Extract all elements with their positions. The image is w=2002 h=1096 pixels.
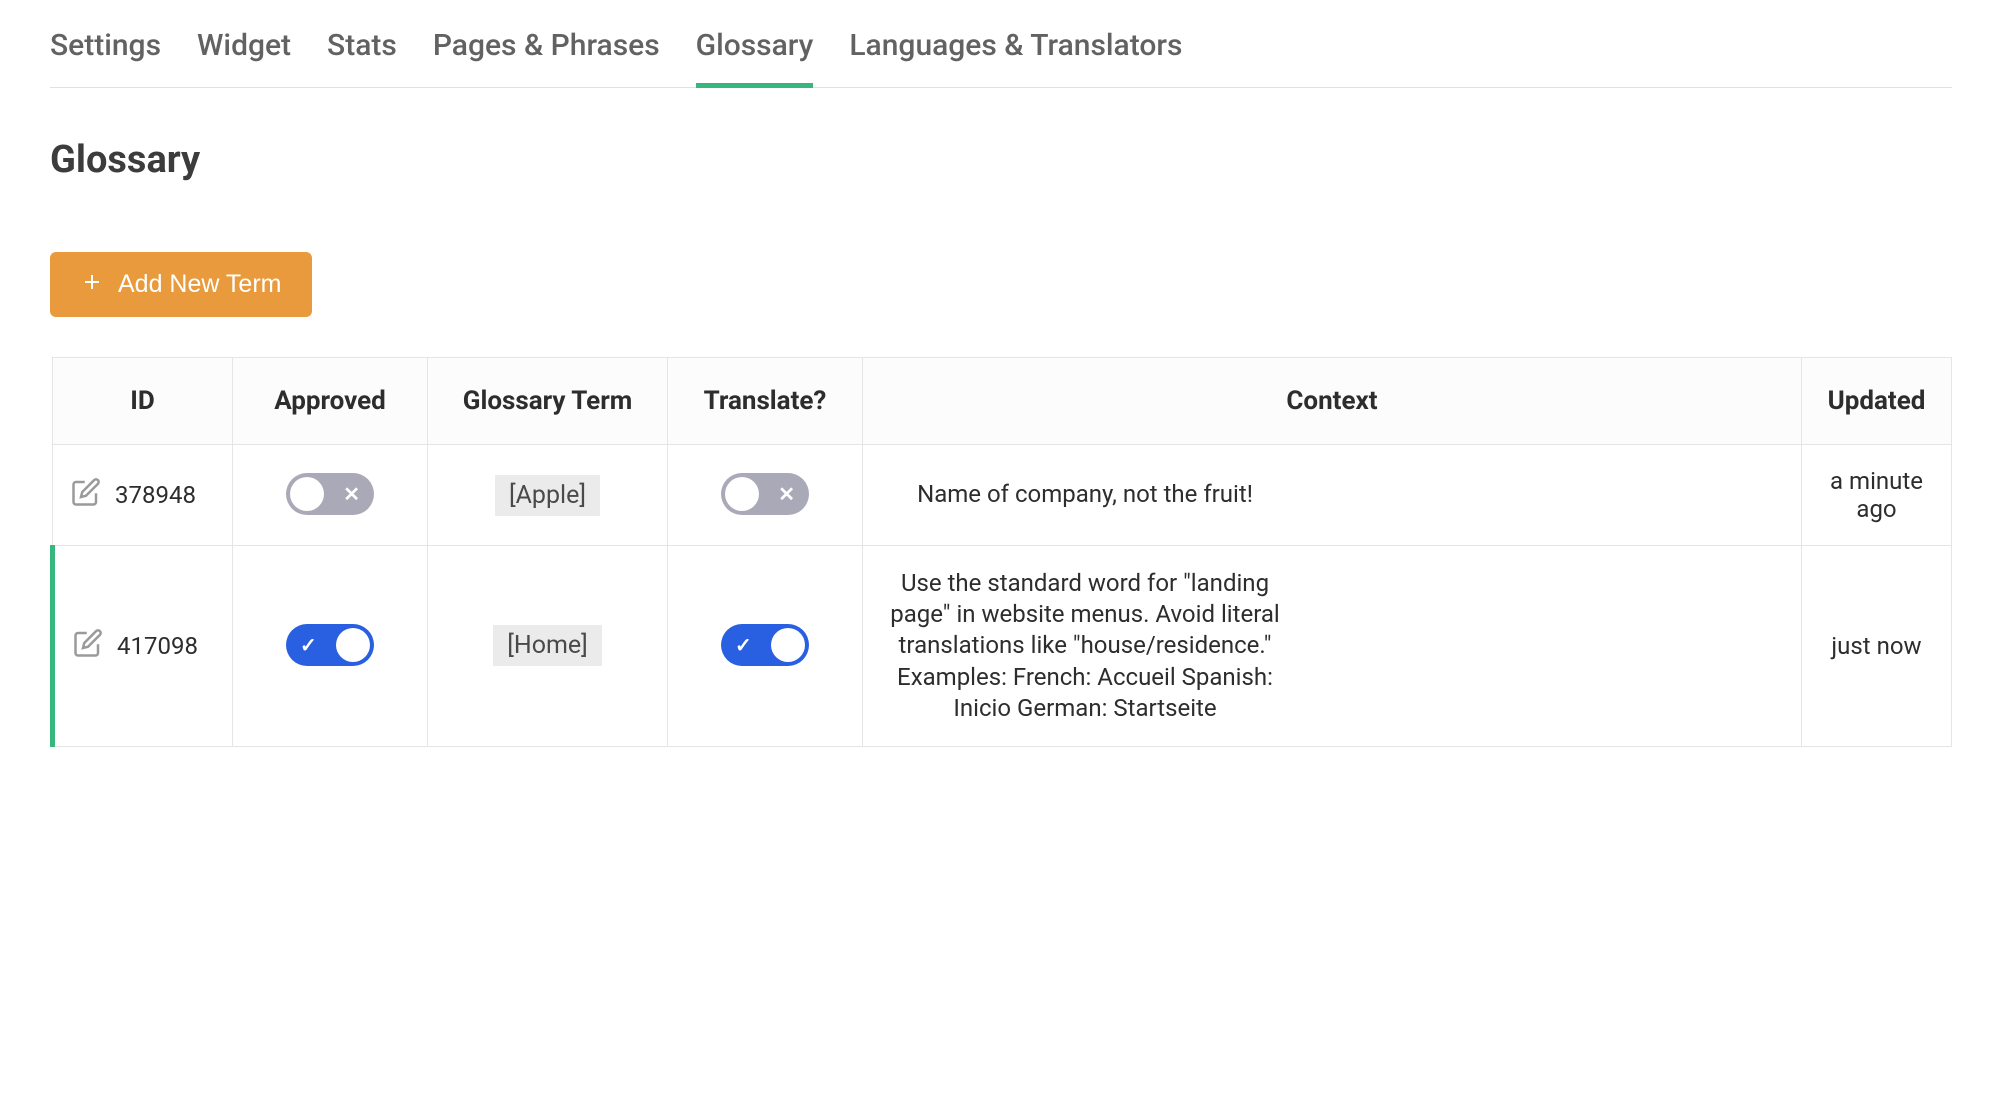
glossary-term: [Home] — [493, 625, 602, 666]
edit-icon[interactable] — [73, 628, 103, 664]
x-icon: ✕ — [343, 482, 360, 506]
check-icon: ✓ — [735, 633, 752, 657]
add-button-label: Add New Term — [118, 270, 282, 299]
x-icon: ✕ — [778, 482, 795, 506]
tabs-nav: Settings Widget Stats Pages & Phrases Glossa… — [50, 20, 1952, 88]
column-header-translate: Translate? — [668, 358, 863, 445]
plus-icon — [80, 270, 104, 299]
tab-pages-phrases[interactable]: Pages & Phrases — [433, 20, 660, 87]
translate-toggle[interactable]: ✕ — [721, 473, 809, 515]
edit-icon[interactable] — [71, 477, 101, 513]
tab-glossary[interactable]: Glossary — [696, 20, 814, 87]
column-header-id: ID — [53, 358, 233, 445]
add-new-term-button[interactable]: Add New Term — [50, 252, 312, 317]
updated-text: a minute ago — [1802, 445, 1952, 546]
table-row: 378948 ✕ [Apple] ✕ Name of company, not the … — [53, 445, 1952, 546]
table-row: 417098 ✓ [Home] ✓ Use the standard word for … — [53, 546, 1952, 747]
glossary-term: [Apple] — [495, 475, 600, 516]
approved-toggle[interactable]: ✕ — [286, 473, 374, 515]
check-icon: ✓ — [300, 633, 317, 657]
translate-toggle[interactable]: ✓ — [721, 624, 809, 666]
column-header-context: Context — [863, 358, 1802, 445]
column-header-approved: Approved — [233, 358, 428, 445]
page-title: Glossary — [50, 138, 1952, 182]
tab-widget[interactable]: Widget — [197, 20, 291, 87]
context-text: Name of company, not the fruit! — [875, 479, 1295, 510]
row-id: 417098 — [117, 632, 198, 660]
row-id: 378948 — [115, 481, 196, 509]
glossary-table: ID Approved Glossary Term Translate? Con… — [50, 357, 1952, 747]
tab-settings[interactable]: Settings — [50, 20, 161, 87]
column-header-term: Glossary Term — [428, 358, 668, 445]
context-text: Use the standard word for "landing page"… — [875, 568, 1295, 724]
approved-toggle[interactable]: ✓ — [286, 624, 374, 666]
tab-languages-translators[interactable]: Languages & Translators — [849, 20, 1182, 87]
updated-text: just now — [1802, 546, 1952, 747]
column-header-updated: Updated — [1802, 358, 1952, 445]
tab-stats[interactable]: Stats — [327, 20, 397, 87]
